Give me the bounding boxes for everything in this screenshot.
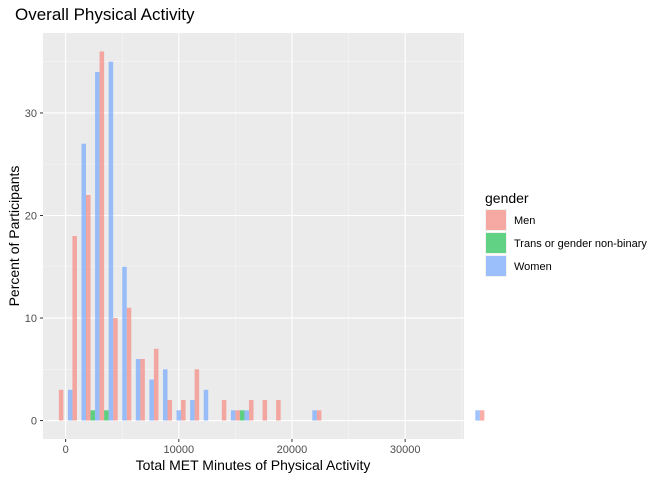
bars <box>58 51 485 421</box>
y-axis: 0 10 20 30 <box>25 108 43 428</box>
bar-men <box>167 400 173 421</box>
x-tick-label: 30000 <box>390 444 421 456</box>
bar-women <box>176 410 182 421</box>
bar-women <box>108 61 114 421</box>
bar-women <box>135 359 141 421</box>
plot-panel <box>43 33 464 439</box>
x-tick-label: 0 <box>63 444 69 456</box>
bar-women <box>95 71 100 421</box>
bar-women <box>475 410 480 421</box>
bar-women <box>67 389 73 421</box>
bar-women <box>203 389 209 421</box>
legend-key <box>486 233 506 253</box>
bar-men <box>140 359 145 421</box>
y-axis-title: Percent of Participants <box>6 166 22 307</box>
bar-women <box>244 410 249 421</box>
bar-men <box>276 400 281 421</box>
legend-key <box>486 210 506 230</box>
legend-label: Women <box>514 261 552 273</box>
bar-men <box>479 410 485 421</box>
bar-women <box>190 400 195 421</box>
x-tick-label: 10000 <box>164 444 195 456</box>
x-tick-label: 20000 <box>277 444 308 456</box>
y-tick-label: 20 <box>25 210 37 222</box>
bar-women <box>149 379 154 421</box>
bar-women <box>122 266 127 421</box>
legend-title: gender <box>485 190 529 206</box>
chart-title: Overall Physical Activity <box>15 5 195 24</box>
bar-trans-or-gender-non-binary <box>239 410 245 421</box>
bar-trans-or-gender-non-binary <box>104 410 109 421</box>
y-tick-label: 0 <box>31 416 37 428</box>
legend-label: Trans or gender non-binary <box>514 238 647 250</box>
bar-men <box>86 194 91 421</box>
bar-men <box>58 389 64 421</box>
bar-men <box>262 400 268 421</box>
bar-men <box>248 400 254 421</box>
bar-women <box>230 410 236 421</box>
bar-women <box>162 369 168 421</box>
bar-men <box>99 51 105 421</box>
bar-men <box>316 410 322 421</box>
x-axis: 0 10000 20000 30000 <box>63 439 421 456</box>
y-tick-label: 30 <box>25 108 37 120</box>
bar-men <box>153 348 159 421</box>
bar-men <box>221 400 227 421</box>
bar-men <box>126 307 132 421</box>
y-tick-label: 10 <box>25 313 37 325</box>
bar-men <box>235 410 240 421</box>
legend-key <box>486 256 506 276</box>
bar-men <box>194 369 200 421</box>
bar-women <box>81 143 87 421</box>
bar-men <box>181 400 186 421</box>
x-axis-title: Total MET Minutes of Physical Activity <box>136 457 371 473</box>
bar-men <box>113 318 118 421</box>
legend: gender Men Trans or gender non-binary Wome… <box>485 190 647 277</box>
legend-label: Men <box>514 215 535 227</box>
bar-trans-or-gender-non-binary <box>90 410 96 421</box>
bar-men <box>72 236 77 421</box>
bar-women <box>312 410 317 421</box>
